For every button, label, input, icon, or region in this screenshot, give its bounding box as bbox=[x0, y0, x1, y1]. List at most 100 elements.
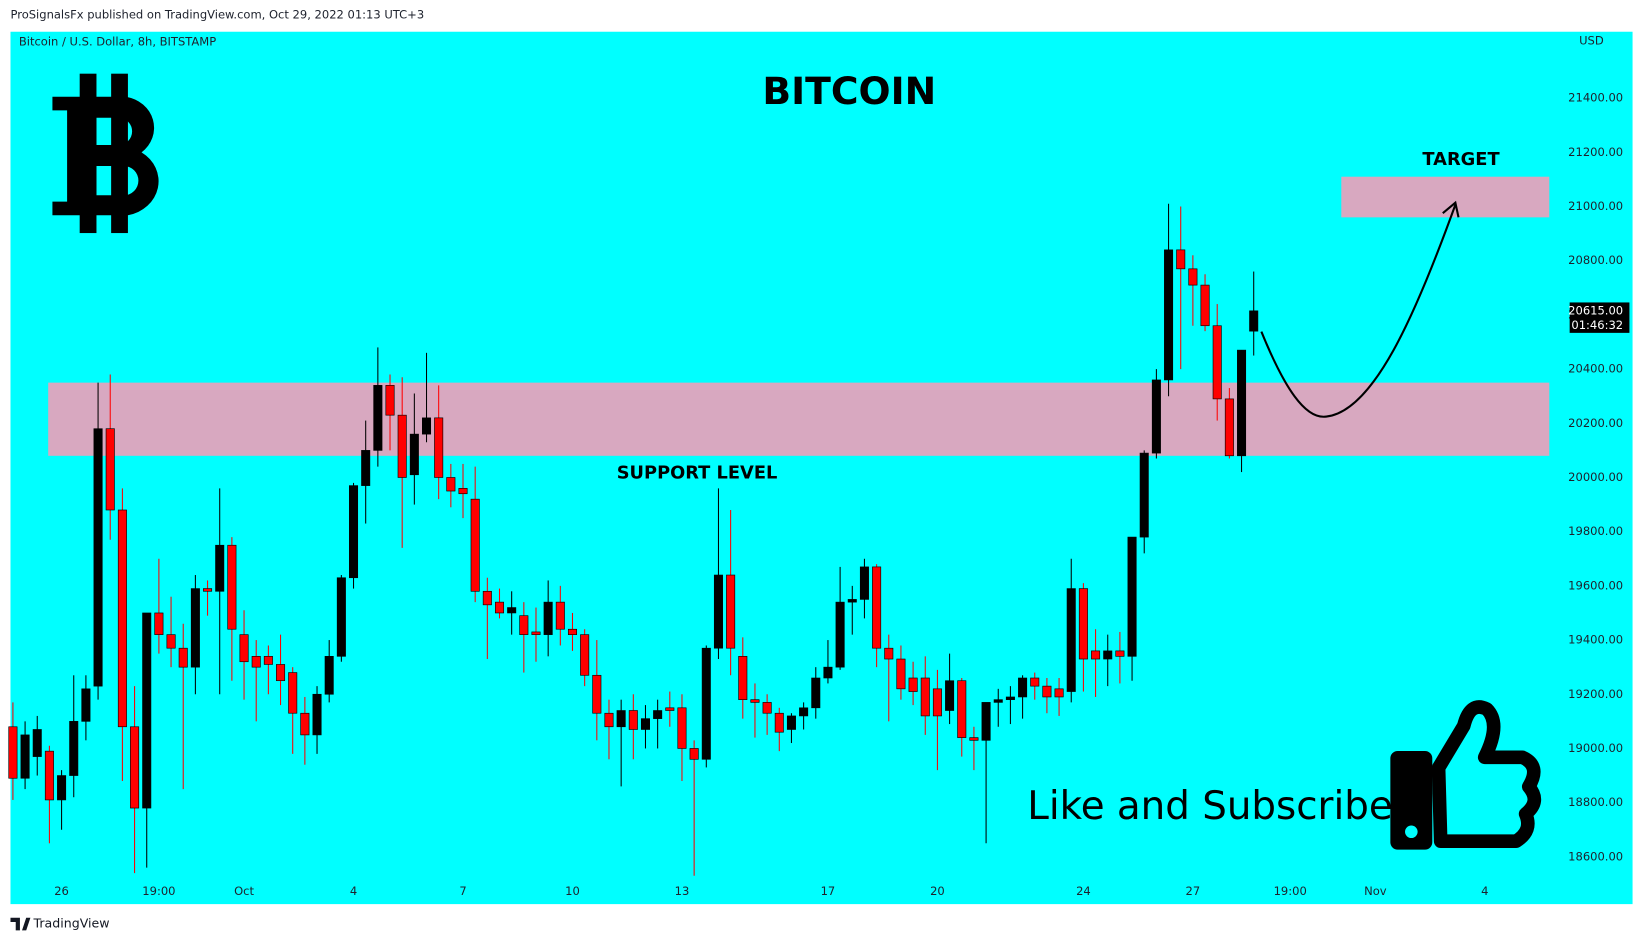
candle-body bbox=[738, 656, 748, 700]
candle-body bbox=[531, 631, 541, 635]
candle-body bbox=[1139, 452, 1149, 538]
candle-body bbox=[653, 710, 663, 719]
candle-body bbox=[519, 615, 529, 635]
candle-body bbox=[312, 693, 322, 736]
x-tick-label: 4 bbox=[1481, 884, 1488, 898]
x-tick-label: 19:00 bbox=[142, 884, 175, 898]
candle-body bbox=[1188, 268, 1198, 286]
candle-body bbox=[1224, 398, 1234, 457]
candle-body bbox=[1103, 650, 1113, 660]
candle-body bbox=[872, 566, 882, 649]
footer-brand: TradingView bbox=[33, 916, 110, 931]
candle-body bbox=[908, 677, 918, 692]
bitcoin-logo bbox=[52, 73, 159, 234]
y-tick-label: 20000.00 bbox=[1568, 470, 1623, 484]
x-tick-label: 26 bbox=[54, 884, 69, 898]
candle-body bbox=[884, 647, 894, 660]
candle-body bbox=[835, 601, 845, 668]
x-tick-label: 4 bbox=[350, 884, 357, 898]
candle-body bbox=[1066, 588, 1076, 692]
zone-label: TARGET bbox=[1422, 149, 1500, 170]
x-tick-label: Nov bbox=[1364, 884, 1387, 898]
candle-body bbox=[1042, 685, 1052, 698]
chart-title: BITCOIN bbox=[762, 69, 936, 113]
candle-body bbox=[665, 707, 675, 711]
candle-body bbox=[1018, 677, 1028, 698]
y-tick-label: 19800.00 bbox=[1568, 524, 1623, 538]
candle-body bbox=[494, 601, 505, 614]
candle-body bbox=[385, 385, 395, 416]
candle-body bbox=[44, 750, 54, 801]
candle-body bbox=[300, 712, 310, 736]
last-price-tag bbox=[1569, 302, 1630, 333]
candle-body bbox=[945, 680, 955, 711]
candle-body bbox=[69, 721, 79, 776]
candle-body bbox=[336, 577, 346, 657]
candle-body bbox=[142, 612, 152, 809]
countdown-label: 01:46:32 bbox=[1571, 318, 1623, 332]
zone-label: SUPPORT LEVEL bbox=[617, 463, 778, 484]
candle-body bbox=[8, 726, 18, 779]
y-tick-label: 18800.00 bbox=[1568, 795, 1623, 809]
last-price-label: 20615.00 bbox=[1568, 303, 1623, 317]
candle-body bbox=[580, 634, 590, 676]
candle-body bbox=[434, 417, 444, 478]
candle-body bbox=[178, 647, 188, 668]
candle-body bbox=[507, 607, 517, 614]
candle-body bbox=[251, 656, 261, 668]
x-tick-label: 7 bbox=[459, 884, 466, 898]
candle-body bbox=[981, 702, 991, 741]
candle-body bbox=[604, 712, 614, 728]
candle-body bbox=[920, 677, 930, 717]
candle-body bbox=[227, 544, 237, 630]
candle-body bbox=[1030, 677, 1040, 687]
candle-body bbox=[640, 718, 650, 730]
candle-body bbox=[896, 658, 906, 690]
candle-body bbox=[1127, 536, 1137, 657]
candle-body bbox=[543, 601, 553, 635]
candle-body bbox=[57, 775, 67, 801]
candle-body bbox=[1078, 588, 1088, 660]
candle-body bbox=[799, 707, 809, 717]
candle-body bbox=[1212, 325, 1222, 400]
candle-body bbox=[203, 588, 213, 592]
candle-body bbox=[373, 385, 383, 451]
candle-body bbox=[993, 699, 1003, 703]
candle-body bbox=[409, 433, 419, 476]
candle-body bbox=[957, 680, 967, 738]
candle-body bbox=[190, 588, 200, 668]
candle-body bbox=[422, 417, 432, 435]
candle-body bbox=[324, 656, 334, 695]
thumbs-up-icon bbox=[1390, 700, 1542, 850]
x-tick-label: 20 bbox=[930, 884, 945, 898]
candle-body bbox=[482, 590, 492, 606]
y-tick-label: 21400.00 bbox=[1568, 91, 1623, 105]
y-tick-label: 19400.00 bbox=[1568, 633, 1623, 647]
candle-body bbox=[1176, 249, 1186, 270]
candle-body bbox=[847, 599, 857, 603]
candle-body bbox=[567, 628, 577, 635]
x-tick-label: 10 bbox=[565, 884, 580, 898]
y-tick-label: 21200.00 bbox=[1568, 145, 1623, 159]
y-tick-label: 20200.00 bbox=[1568, 416, 1623, 430]
candle-body bbox=[130, 726, 140, 809]
candle-body bbox=[349, 485, 359, 579]
candle-body bbox=[361, 450, 371, 486]
currency-label: USD bbox=[1579, 34, 1604, 48]
candle-body bbox=[811, 677, 821, 709]
candle-body bbox=[1151, 379, 1161, 454]
y-tick-label: 19200.00 bbox=[1568, 687, 1623, 701]
call-to-action: Like and Subscribe bbox=[1027, 784, 1392, 829]
symbol-label: Bitcoin / U.S. Dollar, 8h, BITSTAMP bbox=[19, 35, 216, 49]
candle-body bbox=[677, 707, 687, 749]
candle-body bbox=[1005, 696, 1015, 700]
candle-body bbox=[105, 428, 115, 511]
candle-body bbox=[726, 574, 736, 649]
publisher-header: ProSignalsFx published on TradingView.co… bbox=[10, 7, 424, 21]
candle-body bbox=[276, 664, 286, 682]
x-tick-label: 24 bbox=[1076, 884, 1091, 898]
candle-body bbox=[1164, 249, 1174, 381]
candle-body bbox=[1054, 688, 1064, 698]
